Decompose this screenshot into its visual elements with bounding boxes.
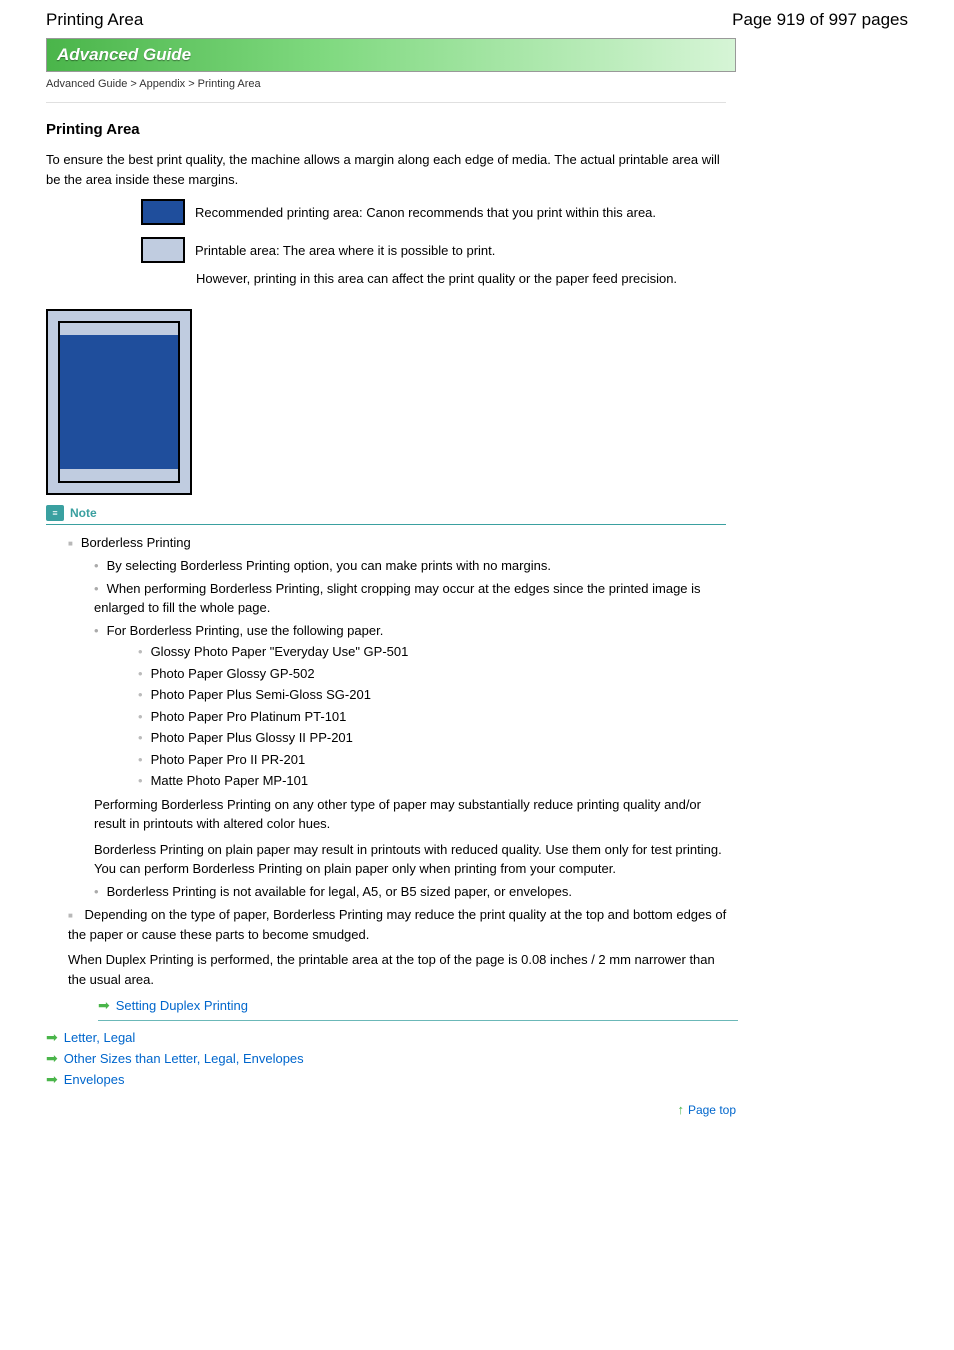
paper-2: Photo Paper Glossy GP-502 [138, 664, 728, 684]
link-other[interactable]: ➡ Other Sizes than Letter, Legal, Envelo… [46, 1050, 908, 1067]
divider [46, 102, 726, 103]
recommended-swatch [141, 199, 185, 225]
intro-text: To ensure the best print quality, the ma… [46, 150, 726, 189]
bp-sub4: Borderless Printing is not available for… [94, 882, 728, 902]
page-title: Printing Area [46, 10, 143, 30]
paper-1: Glossy Photo Paper "Everyday Use" GP-501 [138, 642, 728, 662]
link-duplex[interactable]: ➡ Setting Duplex Printing [98, 995, 728, 1016]
bp-tail: Performing Borderless Printing on any ot… [94, 795, 728, 834]
bp-sub3: For Borderless Printing, use the followi… [94, 621, 728, 879]
breadcrumb: Advanced Guide > Appendix > Printing Are… [46, 78, 908, 90]
paper-6: Photo Paper Pro II PR-201 [138, 750, 728, 770]
dp-note-text: When Duplex Printing is performed, the p… [68, 950, 728, 989]
note-dp: Depending on the type of paper, Borderle… [68, 905, 728, 1021]
bp-sub1: By selecting Borderless Printing option,… [94, 556, 728, 576]
arrow-icon: ➡ [46, 1071, 58, 1088]
bp-plain: Borderless Printing on plain paper may r… [94, 840, 728, 879]
bp-sub2: When performing Borderless Printing, sli… [94, 579, 728, 618]
link-letter[interactable]: ➡ Letter, Legal [46, 1029, 908, 1046]
paper-4: Photo Paper Pro Platinum PT-101 [138, 707, 728, 727]
section-title: Printing Area [46, 121, 908, 138]
paper-5: Photo Paper Plus Glossy II PP-201 [138, 728, 728, 748]
printable-label-2: However, printing in this area can affec… [196, 269, 876, 289]
note-header: ≡ Note [46, 505, 726, 525]
print-area-diagram [46, 309, 192, 495]
paper-3: Photo Paper Plus Semi-Gloss SG-201 [138, 685, 728, 705]
section-ribbon: Advanced Guide [46, 38, 736, 72]
printable-label: Printable area: The area where it is pos… [195, 243, 495, 258]
arrow-icon: ➡ [98, 995, 110, 1016]
paper-7: Matte Photo Paper MP-101 [138, 771, 728, 791]
arrow-icon: ➡ [46, 1050, 58, 1067]
recommended-label: Recommended printing area: Canon recomme… [195, 205, 656, 220]
note-bp: Borderless Printing By selecting Borderl… [68, 533, 728, 902]
link-envelopes[interactable]: ➡ Envelopes [46, 1071, 908, 1088]
link-divider [98, 1020, 738, 1021]
note-label: Note [70, 506, 97, 520]
printable-swatch [141, 237, 185, 263]
note-icon: ≡ [46, 505, 64, 521]
arrow-up-icon: ↑ [677, 1102, 684, 1117]
page-indicator: Page 919 of 997 pages [732, 10, 908, 30]
page-top-link[interactable]: ↑ Page top [46, 1102, 736, 1117]
arrow-icon: ➡ [46, 1029, 58, 1046]
